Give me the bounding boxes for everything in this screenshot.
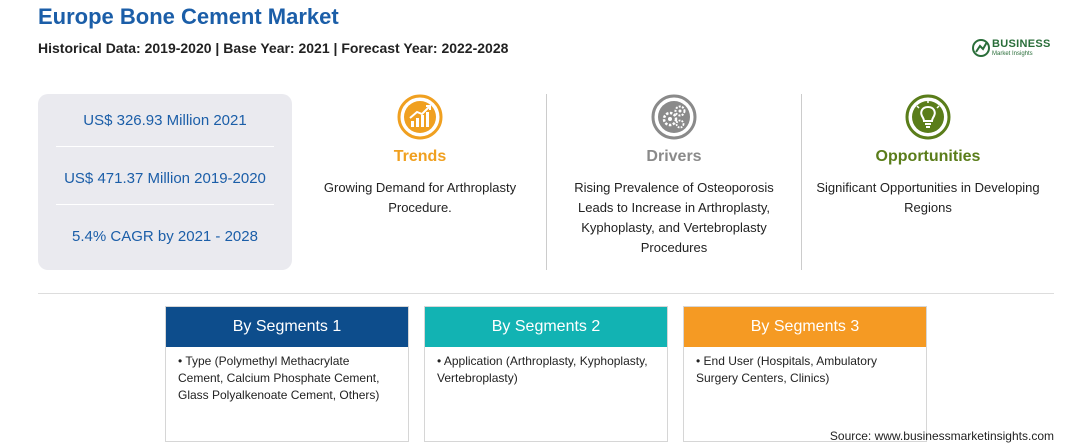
opportunities-heading: Opportunities xyxy=(875,148,981,165)
page-subtitle: Historical Data: 2019-2020 | Base Year: … xyxy=(38,40,509,56)
source-note: Source: www.businessmarketinsights.com xyxy=(829,429,1054,443)
trends-heading: Trends xyxy=(393,148,447,165)
page-title: Europe Bone Cement Market xyxy=(38,4,339,29)
logo-subword: Market Insights xyxy=(992,51,1033,57)
segment-1-text: • Type (Polymethyl Methacrylate Cement, … xyxy=(178,354,380,402)
stat-cagr: 5.4% CAGR by 2021 - 2028 xyxy=(72,228,258,245)
opportunities-text: Significant Opportunities in Developing … xyxy=(816,180,1040,215)
trend-chart-icon xyxy=(397,94,443,140)
drivers-column: Drivers Rising Prevalence of Osteoporosi… xyxy=(554,94,794,270)
stat-market-size-2021: US$ 326.93 Million 2021 xyxy=(83,112,247,129)
column-divider xyxy=(546,94,547,270)
segment-card-1: By Segments 1 • Type (Polymethyl Methacr… xyxy=(165,306,409,442)
segment-2-text: • Application (Arthroplasty, Kyphoplasty… xyxy=(437,354,648,385)
segment-3-text: • End User (Hospitals, Ambulatory Surger… xyxy=(696,354,877,385)
segment-card-3: By Segments 3 • End User (Hospitals, Amb… xyxy=(683,306,927,442)
segment-3-heading: By Segments 3 xyxy=(684,307,926,347)
market-stats-panel: US$ 326.93 Million 2021 US$ 471.37 Milli… xyxy=(38,94,292,270)
lightbulb-icon xyxy=(905,94,951,140)
stat-divider xyxy=(56,146,274,147)
segment-1-heading: By Segments 1 xyxy=(166,307,408,347)
column-divider xyxy=(801,94,802,270)
opportunities-column: Opportunities Significant Opportunities … xyxy=(808,94,1048,270)
stat-market-size-historical: US$ 471.37 Million 2019-2020 xyxy=(64,170,266,187)
section-divider xyxy=(38,293,1054,294)
drivers-heading: Drivers xyxy=(646,148,702,165)
drivers-text: Rising Prevalence of Osteoporosis Leads … xyxy=(574,180,774,255)
company-logo: BUSINESS Market Insights xyxy=(972,34,1062,64)
logo-globe-icon xyxy=(972,39,990,57)
gears-icon xyxy=(651,94,697,140)
trends-column: Trends Growing Demand for Arthroplasty P… xyxy=(300,94,540,270)
segment-2-heading: By Segments 2 xyxy=(425,307,667,347)
trends-text: Growing Demand for Arthroplasty Procedur… xyxy=(323,180,517,215)
logo-word: BUSINESS xyxy=(992,38,1051,50)
segment-card-2: By Segments 2 • Application (Arthroplast… xyxy=(424,306,668,442)
stat-divider xyxy=(56,204,274,205)
